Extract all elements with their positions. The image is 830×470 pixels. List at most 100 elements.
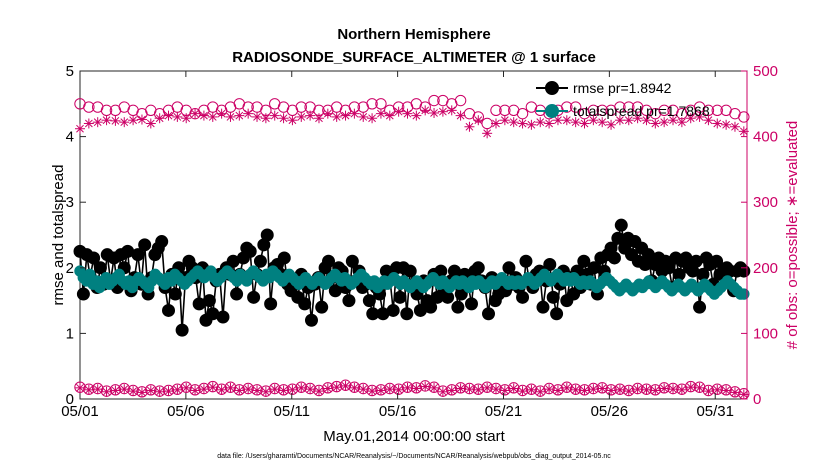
obs-evaluated-marker <box>446 105 457 116</box>
asterisk-stroke <box>589 385 598 394</box>
legend-spread-marker <box>545 104 559 118</box>
asterisk-stroke <box>500 386 509 395</box>
x-tick-label: 05/16 <box>379 403 417 420</box>
asterisk-stroke <box>607 120 615 129</box>
rmse-point <box>264 297 278 311</box>
asterisk-stroke <box>509 384 518 393</box>
obs-possible-lower-marker <box>339 379 352 391</box>
x-tick-label: 05/21 <box>485 403 523 420</box>
asterisk-stroke <box>722 120 731 129</box>
obs-possible-lower-marker <box>640 383 653 395</box>
rmse-point <box>737 264 751 278</box>
obs-possible-marker <box>313 104 325 117</box>
obs-evaluated-lower-marker <box>552 385 563 396</box>
asterisk-stroke <box>76 124 84 133</box>
obs-evaluated-marker <box>101 115 112 126</box>
obs-possible-lower-marker <box>711 383 723 395</box>
obs-evaluated-lower-marker <box>313 386 324 397</box>
obs-evaluated-marker <box>136 114 147 125</box>
obs-possible-lower-marker <box>330 380 343 393</box>
asterisk-stroke <box>164 387 173 396</box>
asterisk-stroke <box>226 113 235 121</box>
obs-possible-marker <box>658 104 670 117</box>
asterisk-stroke <box>261 114 270 123</box>
obs-evaluated-marker <box>154 113 165 124</box>
asterisk-stroke <box>315 387 323 396</box>
obs-evaluated-marker <box>92 117 103 128</box>
x-tick-label: 05/31 <box>696 403 734 420</box>
obs-evaluated-marker <box>375 108 386 119</box>
obs-evaluated-lower-marker <box>136 387 147 398</box>
y-axis-right-label: # of obs: o=possible; ∗=evaluated <box>784 121 801 350</box>
rmse-point <box>298 297 312 311</box>
obs-evaluated-marker <box>641 115 652 126</box>
rmse-point <box>502 261 516 275</box>
asterisk-stroke <box>306 385 315 394</box>
asterisk-stroke <box>562 383 571 392</box>
y-left-tick-label: 0 <box>66 391 74 408</box>
obs-evaluated-lower-marker <box>305 384 316 395</box>
y-left-tick-label: 4 <box>66 129 74 146</box>
legend-spread-label: totalspread pr=1.7868 <box>573 103 710 119</box>
asterisk-stroke <box>368 114 376 123</box>
asterisk-stroke <box>616 385 624 394</box>
obs-evaluated-marker <box>119 117 130 128</box>
obs-evaluated-marker <box>234 110 245 121</box>
obs-possible-marker <box>260 104 272 117</box>
obs-evaluated-marker <box>110 115 121 126</box>
asterisk-stroke <box>669 385 677 394</box>
asterisk-stroke <box>146 119 155 128</box>
obs-evaluated-lower-marker <box>499 385 510 396</box>
y-right-tick-label: 200 <box>753 260 778 277</box>
obs-possible-lower-marker <box>242 382 254 395</box>
obs-possible-lower-marker <box>481 381 493 393</box>
asterisk-stroke <box>182 383 191 392</box>
obs-possible-lower-marker <box>109 384 122 396</box>
asterisk-stroke <box>713 119 722 128</box>
legend: rmse pr=1.8942 totalspread pr=1.7868 <box>536 80 710 119</box>
asterisk-stroke <box>226 383 235 392</box>
obs-evaluated-marker <box>694 111 705 122</box>
asterisk-stroke <box>624 387 633 396</box>
asterisk-stroke <box>686 383 695 392</box>
obs-possible-lower-marker <box>313 384 325 397</box>
obs-possible-lower-marker <box>180 381 192 393</box>
asterisk-stroke <box>633 114 642 123</box>
asterisk-stroke <box>598 384 607 393</box>
obs-evaluated-lower-marker <box>101 386 112 397</box>
obs-evaluated-marker <box>75 123 85 134</box>
asterisk-stroke <box>713 385 722 394</box>
obs-evaluated-marker <box>473 115 484 126</box>
obs-evaluated-lower-marker <box>260 386 271 397</box>
rmse-point <box>710 254 724 268</box>
obs-possible-lower-marker <box>446 384 458 396</box>
obs-evaluated-marker <box>260 113 271 124</box>
asterisk-stroke <box>483 129 492 138</box>
asterisk-stroke <box>439 387 447 396</box>
obs-evaluated-marker <box>128 115 139 126</box>
obs-possible-lower-marker <box>304 382 316 395</box>
obs-possible-lower-marker <box>233 384 246 396</box>
x-tick-label: 05/01 <box>61 403 99 420</box>
obs-possible-lower-marker <box>667 382 679 395</box>
obs-possible-lower-marker <box>676 383 688 395</box>
obs-possible-marker <box>561 101 573 113</box>
obs-possible-marker <box>702 104 715 117</box>
asterisk-stroke <box>200 385 208 394</box>
obs-possible-lower-marker <box>145 384 157 396</box>
obs-evaluated-marker <box>358 111 369 122</box>
rmse-point <box>138 238 152 252</box>
rmse-point <box>243 244 257 258</box>
asterisk-stroke <box>571 118 580 127</box>
rmse-point <box>400 307 414 321</box>
obs-possible-marker <box>711 104 723 117</box>
obs-evaluated-marker <box>712 118 723 129</box>
rmse-point <box>162 303 176 317</box>
rmse-point <box>614 218 628 232</box>
rmse-point <box>202 294 216 308</box>
asterisk-stroke <box>509 118 518 127</box>
obs-possible-lower-marker <box>437 385 449 397</box>
obs-evaluated-marker <box>526 119 537 130</box>
y-left-tick-label: 1 <box>66 325 74 342</box>
asterisk-stroke <box>129 387 137 396</box>
